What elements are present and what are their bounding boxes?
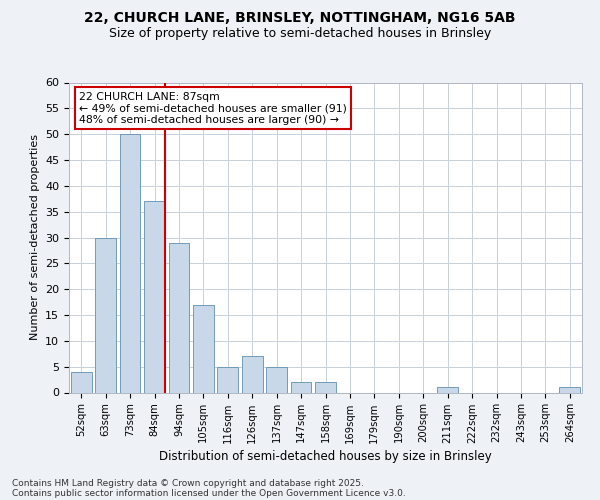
Text: 22 CHURCH LANE: 87sqm
← 49% of semi-detached houses are smaller (91)
48% of semi: 22 CHURCH LANE: 87sqm ← 49% of semi-deta… [79,92,347,125]
Bar [169,242,190,392]
Text: Contains public sector information licensed under the Open Government Licence v3: Contains public sector information licen… [12,488,406,498]
Bar [217,366,238,392]
Text: Size of property relative to semi-detached houses in Brinsley: Size of property relative to semi-detach… [109,28,491,40]
Bar [559,388,580,392]
Y-axis label: Number of semi-detached properties: Number of semi-detached properties [29,134,40,340]
Bar [266,366,287,392]
Bar [437,388,458,392]
Bar [315,382,336,392]
Bar [144,202,165,392]
Bar [290,382,311,392]
Text: 22, CHURCH LANE, BRINSLEY, NOTTINGHAM, NG16 5AB: 22, CHURCH LANE, BRINSLEY, NOTTINGHAM, N… [84,12,516,26]
Bar [95,238,116,392]
Bar [193,304,214,392]
X-axis label: Distribution of semi-detached houses by size in Brinsley: Distribution of semi-detached houses by … [159,450,492,462]
Bar [119,134,140,392]
Bar [71,372,92,392]
Bar [242,356,263,392]
Text: Contains HM Land Registry data © Crown copyright and database right 2025.: Contains HM Land Registry data © Crown c… [12,478,364,488]
